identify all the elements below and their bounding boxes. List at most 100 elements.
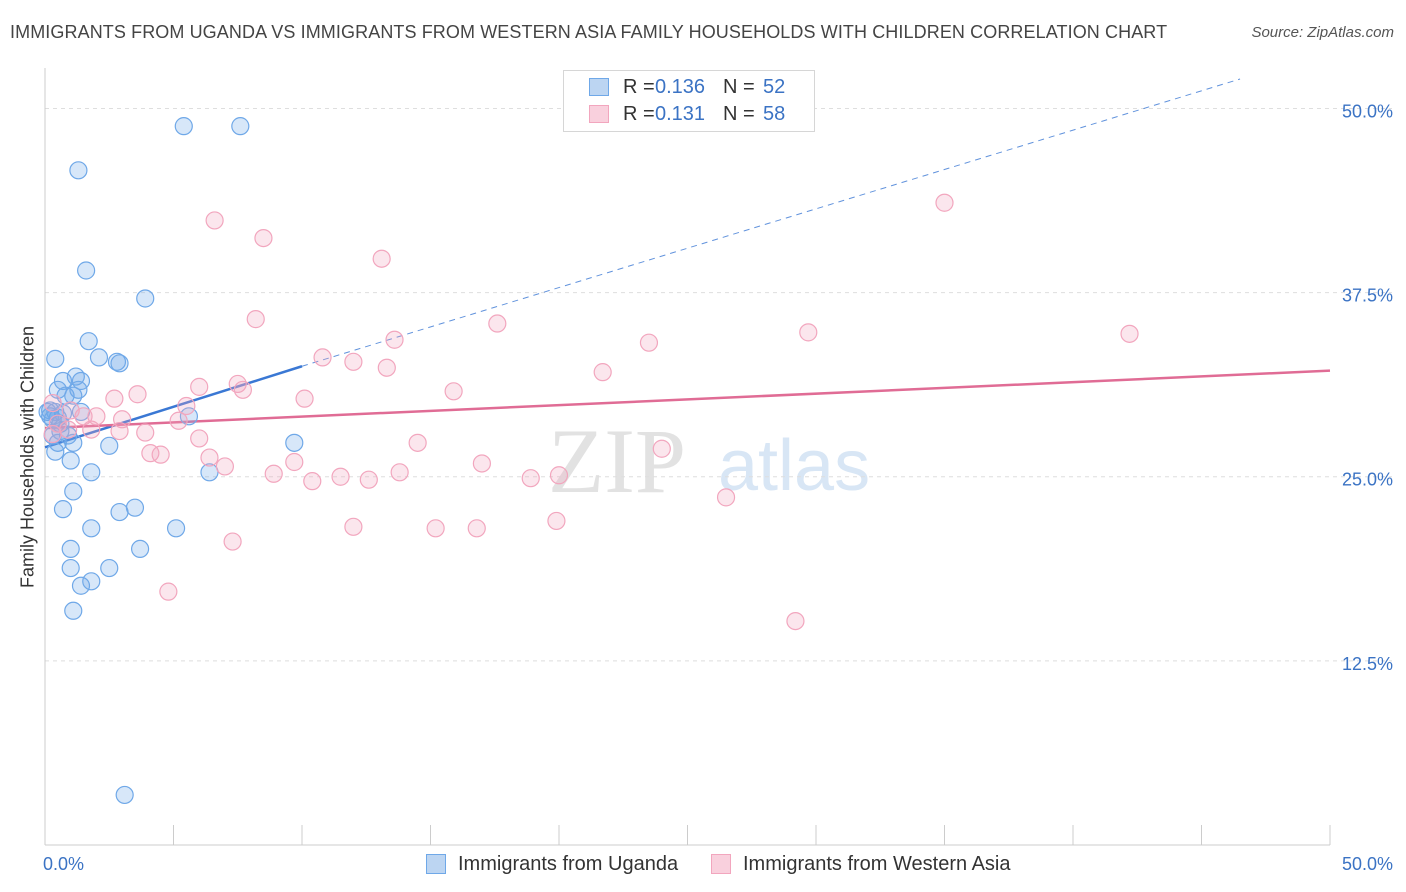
wasia-point [233,380,252,399]
wasia-point [110,421,129,441]
tick-label-layer: 12.5% 25.0% 37.5% 50.0% 0.0% 50.0% [43,101,1393,874]
wasia-point [82,420,101,439]
wasia-point [444,382,463,401]
legend-n-value: 58 [763,102,786,125]
wasia-point [264,464,283,483]
wasia-point [716,488,736,507]
uganda-point [41,407,60,426]
wasia-point [521,469,540,488]
uganda-point [110,354,129,373]
uganda-trendline [44,365,303,449]
y-tick-label: 25.0% [1342,470,1393,490]
wasia-point [254,228,273,248]
legend-r-label: R = [623,102,655,125]
watermark-atlas: atlas [718,426,870,506]
wasia-point [488,314,507,333]
watermark-zip: ZIP [548,410,686,512]
uganda-point [46,349,65,368]
uganda-point [64,482,83,501]
point-layer [38,117,1139,805]
wasia-point [215,457,234,476]
uganda-point [69,161,88,180]
uganda-point [82,572,101,591]
uganda-point [64,386,83,405]
uganda-point [53,500,73,519]
trendline-layer [44,78,1331,449]
uganda-point [174,117,193,136]
uganda-trendline-extension [301,78,1241,367]
y-tick-label: 37.5% [1342,286,1393,306]
wasia-point [105,389,124,408]
legend-n-value: 52 [763,75,786,98]
uganda-point [61,451,80,470]
stats-legend: R = 0.136 N = 52 R = 0.131 N = 58 [563,70,815,132]
uganda-point [285,433,304,452]
uganda-point [166,519,186,538]
wasia-point [549,466,569,485]
uganda-point [110,502,129,522]
wasia-point [190,429,209,448]
uganda-point [89,348,109,367]
uganda-point [71,576,91,595]
wasia-point [372,249,391,268]
x-tick-label-max: 50.0% [1342,854,1393,874]
bottom-legend-swatch-wasia [711,854,731,874]
bottom-legend-label-wasia: Immigrants from Western Asia [743,852,1011,875]
axis-layer [44,68,1331,846]
uganda-point [82,519,101,538]
wasia-point [426,519,445,538]
wasia-point [200,448,219,467]
uganda-point [100,558,119,578]
wasia-point [112,410,132,429]
wasia-point [295,389,314,408]
wasia-point [547,511,566,531]
bottom-legend-label-uganda: Immigrants from Uganda [458,852,679,875]
uganda-point [231,117,250,136]
wasia-point [377,358,396,377]
wasia-point [786,611,805,631]
wasia-point [43,424,62,444]
legend-row-uganda: R = 0.136 N = 52 [589,75,831,99]
legend-swatch-uganda [589,78,609,96]
chart-title: IMMIGRANTS FROM UGANDA VS IMMIGRANTS FRO… [10,22,1168,42]
uganda-point [100,436,119,455]
y-axis-label: Family Households with Children [17,325,38,589]
uganda-point [125,498,145,517]
wasia-point [390,463,409,482]
wasia-trendline [44,369,1331,430]
wasia-point [43,393,62,413]
legend-r-label: R = [623,75,655,98]
wasia-point [935,193,954,212]
legend-r-value: 0.136 [655,75,706,98]
wasia-point [303,472,322,491]
wasia-point [408,433,427,452]
wasia-point [593,363,612,382]
uganda-point [79,332,98,351]
uganda-point [179,407,199,426]
wasia-point [331,467,350,486]
wasia-point [169,411,188,430]
wasia-point [205,211,224,230]
grid-layer [45,107,1392,662]
legend-swatch-wasia [589,105,609,123]
wasia-point [344,352,363,371]
wasia-point [159,582,178,601]
uganda-point [115,785,134,805]
wasia-point [128,385,147,404]
bottom-legend-wasia: Immigrants from Western Asia [711,852,1010,876]
bottom-legend-uganda: Immigrants from Uganda [426,852,678,876]
wasia-point [385,330,404,349]
bottom-legend-swatch-uganda [426,854,446,874]
wasia-point [177,396,196,416]
x-tick-label-min: 0.0% [43,854,84,874]
wasia-point [313,348,332,367]
wasia-point [472,454,491,473]
y-tick-label: 12.5% [1342,654,1393,674]
uganda-point [61,539,80,559]
source-label: Source: ZipAtlas.com [1251,24,1394,41]
wasia-point [48,414,67,433]
uganda-point [136,289,155,308]
uganda-point [46,442,65,461]
wasia-point [228,374,247,394]
